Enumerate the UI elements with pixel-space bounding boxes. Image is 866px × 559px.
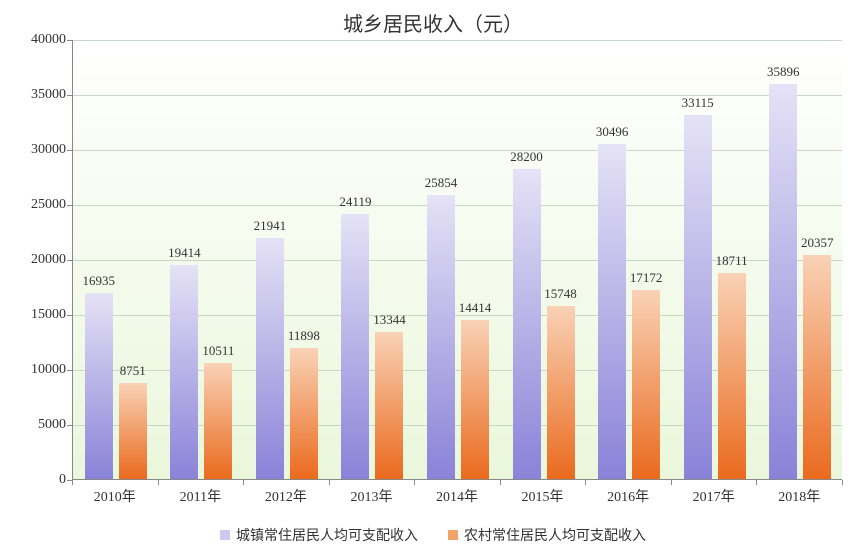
income-chart: 城乡居民收入（元） 16935 8751 19414 10511 21941 11898 2… — [0, 0, 866, 559]
y-tick-label: 20000 — [6, 252, 66, 268]
gridline — [73, 150, 842, 151]
urban-bar — [427, 195, 455, 479]
y-tick-label: 25000 — [6, 197, 66, 213]
rural-bar — [119, 383, 147, 479]
x-tick-mark — [243, 480, 244, 485]
urban-bar — [598, 144, 626, 479]
bar-value-label: 8751 — [120, 363, 146, 379]
bar-value-label: 35896 — [767, 64, 800, 80]
x-tick-label: 2018年 — [778, 486, 820, 506]
y-tick-mark — [67, 260, 72, 261]
x-tick-mark — [585, 480, 586, 485]
legend-swatch — [448, 530, 458, 540]
bar-value-label: 21941 — [254, 218, 287, 234]
x-tick-label: 2017年 — [693, 486, 735, 506]
x-tick-mark — [756, 480, 757, 485]
bar-value-label: 14414 — [459, 300, 492, 316]
rural-bar — [547, 306, 575, 479]
bar-value-label: 15748 — [544, 286, 577, 302]
legend-label: 农村常住居民人均可支配收入 — [464, 525, 646, 545]
bar-value-label: 28200 — [510, 149, 543, 165]
urban-bar — [341, 214, 369, 479]
x-tick-mark — [671, 480, 672, 485]
urban-bar — [256, 238, 284, 479]
x-tick-mark — [329, 480, 330, 485]
bar-value-label: 33115 — [682, 95, 714, 111]
chart-title: 城乡居民收入（元） — [0, 8, 866, 37]
legend-swatch — [220, 530, 230, 540]
gridline — [73, 40, 842, 41]
x-tick-label: 2016年 — [607, 486, 649, 506]
urban-bar — [85, 293, 113, 479]
rural-bar — [375, 332, 403, 479]
rural-bar — [718, 273, 746, 479]
rural-bar — [290, 348, 318, 479]
x-tick-mark — [842, 480, 843, 485]
x-tick-label: 2013年 — [350, 486, 392, 506]
urban-bar — [684, 115, 712, 479]
y-tick-label: 30000 — [6, 142, 66, 158]
legend-item-rural: 农村常住居民人均可支配收入 — [448, 525, 646, 545]
y-tick-mark — [67, 40, 72, 41]
y-tick-label: 35000 — [6, 87, 66, 103]
bar-value-label: 19414 — [168, 245, 201, 261]
rural-bar — [204, 363, 232, 479]
bar-value-label: 18711 — [716, 253, 748, 269]
bar-value-label: 25854 — [425, 175, 458, 191]
legend: 城镇常住居民人均可支配收入 农村常住居民人均可支配收入 — [0, 525, 866, 545]
urban-bar — [513, 169, 541, 479]
y-tick-label: 40000 — [6, 32, 66, 48]
y-tick-label: 15000 — [6, 307, 66, 323]
urban-bar — [769, 84, 797, 479]
rural-bar — [803, 255, 831, 479]
x-tick-mark — [500, 480, 501, 485]
y-tick-label: 0 — [6, 472, 66, 488]
gridline — [73, 95, 842, 96]
bar-value-label: 16935 — [83, 273, 116, 289]
rural-bar — [461, 320, 489, 479]
y-tick-mark — [67, 425, 72, 426]
x-tick-label: 2014年 — [436, 486, 478, 506]
legend-item-urban: 城镇常住居民人均可支配收入 — [220, 525, 418, 545]
x-tick-label: 2015年 — [522, 486, 564, 506]
x-tick-label: 2010年 — [94, 486, 136, 506]
rural-bar — [632, 290, 660, 479]
legend-label: 城镇常住居民人均可支配收入 — [236, 525, 418, 545]
gridline — [73, 205, 842, 206]
y-tick-mark — [67, 150, 72, 151]
y-tick-mark — [67, 370, 72, 371]
bar-value-label: 11898 — [288, 328, 320, 344]
bar-value-label: 20357 — [801, 235, 834, 251]
x-tick-label: 2011年 — [180, 486, 221, 506]
y-tick-label: 10000 — [6, 362, 66, 378]
x-tick-label: 2012年 — [265, 486, 307, 506]
bar-value-label: 17172 — [630, 270, 663, 286]
y-tick-label: 5000 — [6, 417, 66, 433]
urban-bar — [170, 265, 198, 479]
bar-value-label: 30496 — [596, 124, 629, 140]
bar-value-label: 13344 — [373, 312, 406, 328]
bar-value-label: 10511 — [202, 343, 234, 359]
y-tick-mark — [67, 95, 72, 96]
y-tick-mark — [67, 315, 72, 316]
y-tick-mark — [67, 205, 72, 206]
x-tick-mark — [72, 480, 73, 485]
plot-area: 16935 8751 19414 10511 21941 11898 24119 13344 2… — [72, 40, 842, 480]
bar-value-label: 24119 — [339, 194, 371, 210]
x-tick-mark — [158, 480, 159, 485]
x-tick-mark — [414, 480, 415, 485]
